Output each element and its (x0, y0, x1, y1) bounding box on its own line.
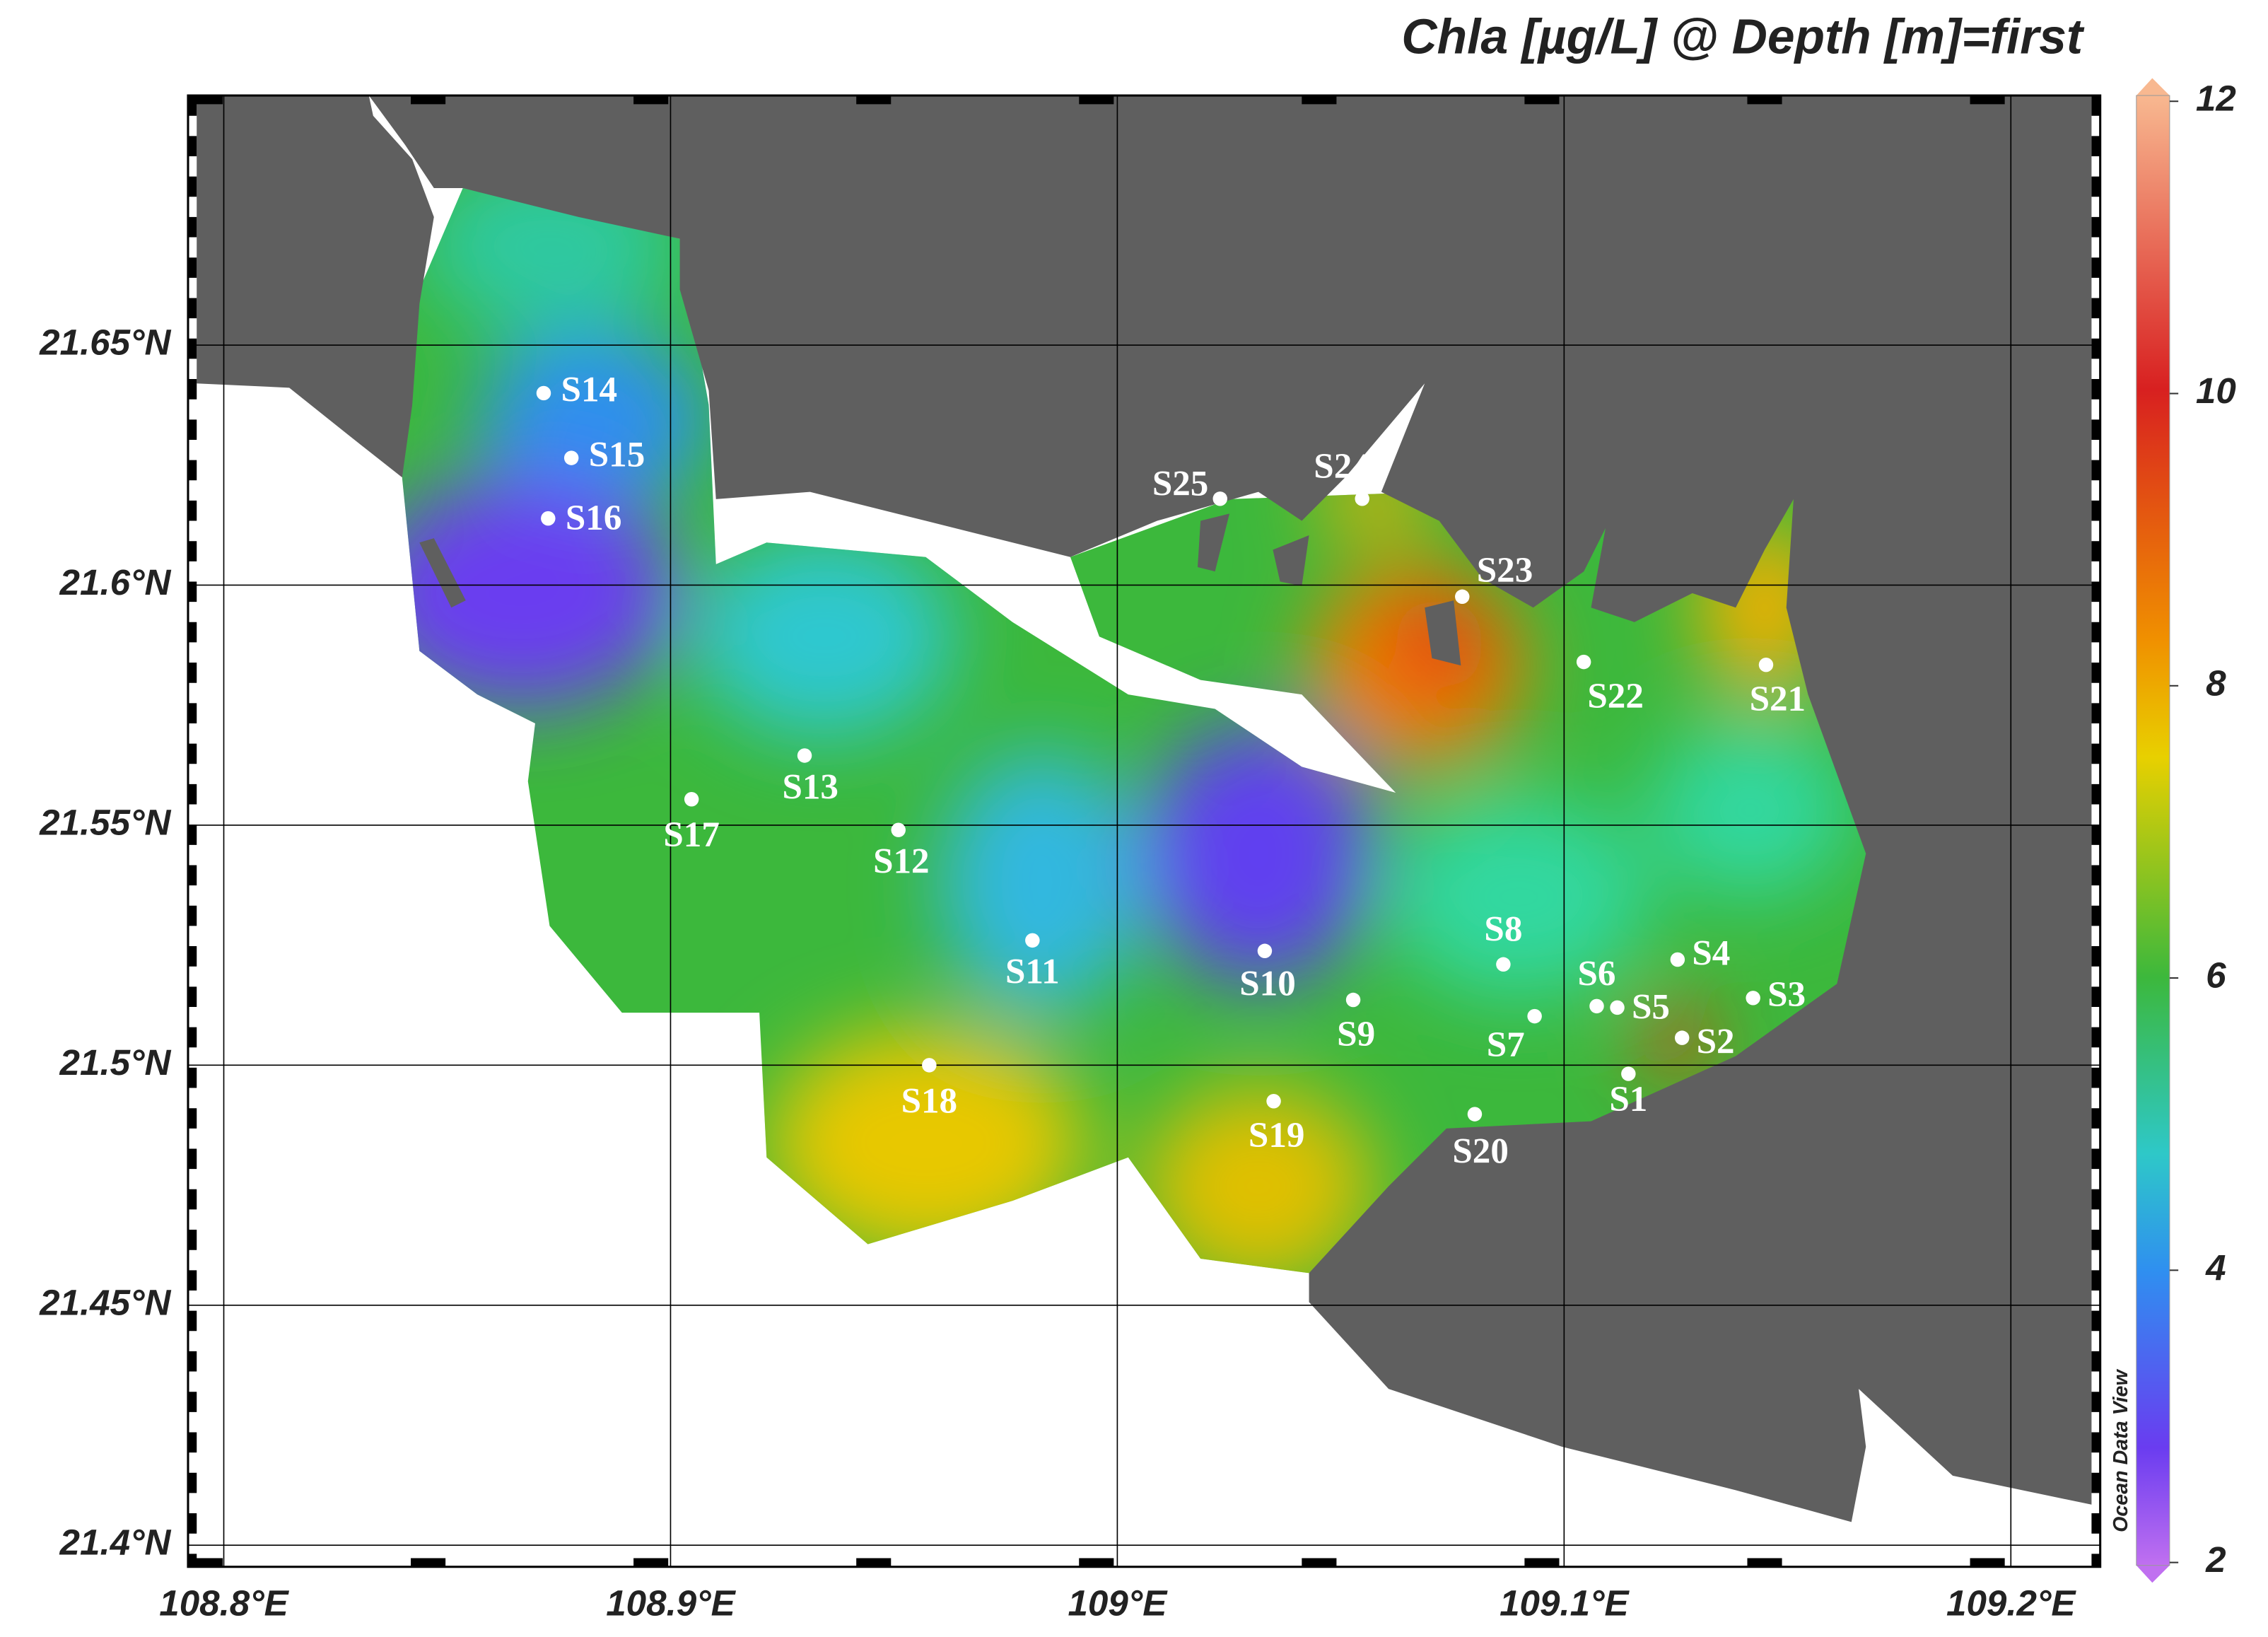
station-label: S19 (1249, 1115, 1305, 1155)
y-tick-label: 21.4°N (59, 1522, 172, 1563)
station-marker (1674, 1030, 1690, 1045)
station-marker (1576, 654, 1591, 670)
station-marker (1610, 1000, 1625, 1015)
station-label: S8 (1484, 909, 1522, 950)
station-marker (684, 792, 699, 807)
station-marker (1455, 589, 1470, 605)
station-marker (1589, 998, 1604, 1014)
station-marker (563, 450, 579, 465)
station-label: S2 (1697, 1022, 1735, 1062)
station-marker (541, 511, 556, 526)
colorbar-tick-label: 6 (2206, 955, 2226, 996)
station-label: S17 (663, 815, 720, 855)
colorbar (2136, 95, 2170, 1566)
station-marker (1758, 657, 1774, 672)
x-tick-label: 109.1°E (1500, 1583, 1630, 1624)
x-tick-label: 109.2°E (1946, 1583, 2076, 1624)
station-label: S7 (1487, 1025, 1525, 1065)
y-tick-label: 21.5°N (59, 1042, 172, 1083)
station-label: S13 (782, 767, 838, 807)
x-tick-label: 109°E (1068, 1583, 1168, 1624)
colorbar-tick-label: 10 (2196, 371, 2236, 411)
station-label: S5 (1632, 987, 1670, 1027)
station-label: S9 (1337, 1014, 1375, 1054)
station-marker (1527, 1008, 1542, 1024)
station-label: S20 (1452, 1131, 1509, 1172)
station-label: S1 (1609, 1079, 1647, 1119)
station-label: S21 (1750, 679, 1806, 719)
station-marker (1257, 943, 1273, 959)
station-marker (1467, 1107, 1483, 1122)
grid (187, 95, 2100, 1567)
station-marker (1266, 1094, 1281, 1109)
station-label: S23 (1477, 550, 1533, 590)
station-label: S22 (1587, 676, 1644, 716)
station-marker (1621, 1066, 1636, 1081)
y-tick-label: 21.65°N (39, 322, 171, 363)
station-marker (922, 1058, 937, 1073)
station-label: S12 (873, 841, 930, 882)
station-label: S3 (1767, 974, 1806, 1015)
colorbar-tick-label: 2 (2205, 1539, 2226, 1580)
watermark: Ocean Data View (2110, 1369, 2132, 1532)
station-marker (1670, 952, 1685, 967)
station-marker (536, 385, 551, 401)
station-label: S25 (1152, 464, 1209, 504)
station-label: S11 (1005, 952, 1060, 992)
x-tick-label: 108.9°E (606, 1583, 736, 1624)
x-tick-label: 108.8°E (159, 1583, 289, 1624)
station-label: S16 (566, 498, 622, 538)
station-marker (1746, 991, 1760, 1006)
land (197, 95, 2092, 1522)
station-label: S24 (1314, 446, 1370, 487)
station-label: S18 (901, 1080, 958, 1121)
station-label: S4 (1692, 933, 1730, 974)
map-title: Chla [µg/L] @ Depth [m]=first (1401, 9, 2085, 64)
station-marker (1496, 957, 1511, 972)
station-marker (1212, 491, 1227, 506)
frame (187, 94, 2102, 1568)
y-tick-label: 21.6°N (59, 562, 172, 602)
colorbar-tick-label: 12 (2196, 78, 2236, 119)
station-label: S15 (589, 434, 645, 474)
colorbar-tick-label: 8 (2206, 663, 2226, 703)
colorbar-cap (2136, 1565, 2170, 1583)
y-tick-label: 21.45°N (39, 1282, 171, 1322)
y-tick-label: 21.55°N (39, 802, 171, 842)
station-label: S6 (1577, 954, 1615, 994)
station-marker (1355, 491, 1369, 506)
colorbar-cap (2136, 78, 2170, 96)
colorbar-tick-label: 4 (2205, 1247, 2226, 1288)
station-marker (797, 748, 812, 763)
station-marker (1345, 992, 1361, 1008)
station-label: S10 (1239, 964, 1296, 1004)
station-marker (891, 822, 906, 837)
station-marker (1025, 933, 1040, 948)
station-label: S14 (561, 370, 618, 410)
